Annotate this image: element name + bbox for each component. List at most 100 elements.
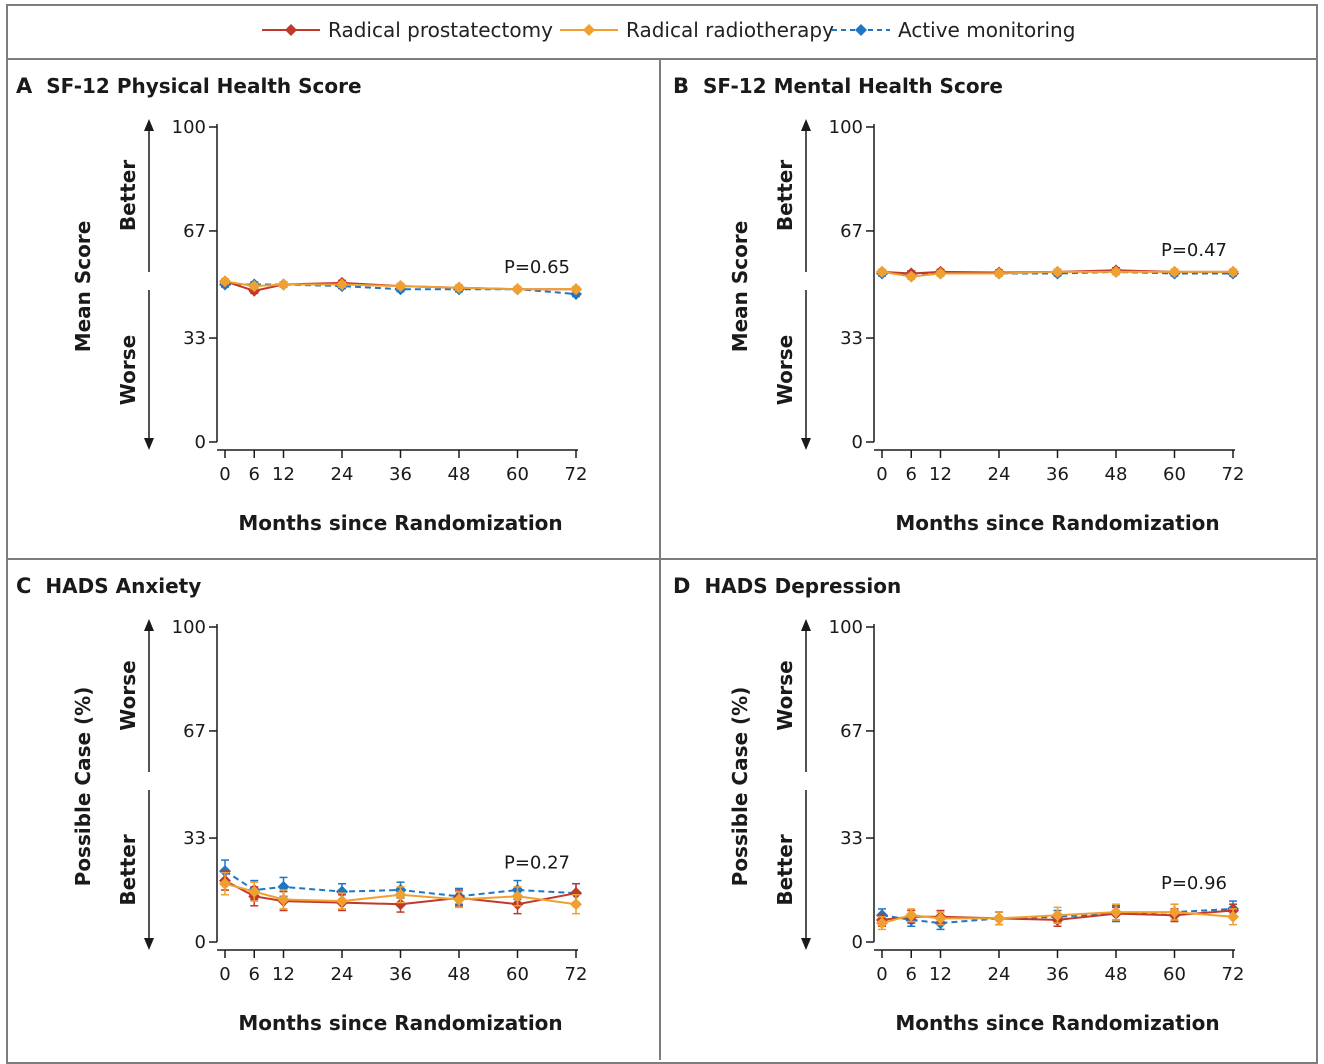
x-tick-label: 12	[272, 964, 295, 985]
data-point-radical-radiotherapy	[905, 909, 918, 922]
direction-label-bottom: Better	[116, 834, 140, 905]
data-point-radical-radiotherapy	[1227, 265, 1239, 278]
y-tick-label: 67	[183, 221, 206, 242]
panel-title: HADS Depression	[704, 574, 902, 598]
panel-c: C HADS Anxiety 0 33 67 100 0 6 12 24 36 48 60 72 Mon…	[8, 562, 658, 1057]
y-axis-title: Possible Case (%)	[71, 687, 95, 887]
y-tick-label: 0	[852, 432, 863, 453]
direction-label-top: Better	[773, 160, 797, 231]
panel-divider-horizontal	[8, 558, 1316, 560]
panel-letter: C	[16, 574, 32, 598]
arrow-up-icon	[801, 119, 811, 131]
data-point-radical-radiotherapy	[905, 270, 918, 283]
x-axis-title: Months since Randomization	[238, 1011, 562, 1035]
x-tick-label: 36	[1046, 464, 1069, 485]
legend-swatch-radical-radiotherapy	[560, 24, 618, 36]
x-tick-label: 12	[929, 964, 952, 985]
direction-label-bottom: Worse	[773, 335, 797, 405]
x-tick-label: 0	[219, 464, 230, 485]
data-point-radical-radiotherapy	[1168, 906, 1181, 919]
p-value-label: P=0.65	[504, 257, 570, 278]
legend: Radical prostatectomy Radical radiothera…	[8, 6, 1316, 60]
data-point-radical-radiotherapy	[876, 917, 888, 930]
x-tick-label: 60	[1163, 464, 1186, 485]
data-point-radical-radiotherapy	[993, 267, 1005, 280]
legend-swatch-radical-prostatectomy	[262, 24, 320, 36]
x-tick-label: 12	[929, 464, 952, 485]
data-point-radical-radiotherapy	[394, 280, 407, 293]
x-tick-label: 24	[331, 964, 354, 985]
p-value-label: P=0.47	[1161, 240, 1227, 261]
x-tick-label: 6	[906, 464, 917, 485]
panel-a-heading: A SF-12 Physical Health Score	[16, 74, 362, 98]
arrow-down-icon	[801, 438, 811, 450]
y-axis-title: Mean Score	[728, 221, 752, 353]
panel-letter: A	[16, 74, 33, 98]
arrow-down-icon	[144, 938, 154, 950]
legend-item-radical-prostatectomy: Radical prostatectomy	[262, 18, 553, 42]
x-tick-label: 36	[389, 464, 412, 485]
p-value-label: P=0.96	[1161, 873, 1227, 894]
data-point-radical-radiotherapy	[1051, 909, 1064, 922]
data-point-radical-radiotherapy	[511, 890, 524, 903]
x-tick-label: 0	[219, 964, 230, 985]
x-tick-label: 72	[1222, 964, 1245, 985]
data-point-radical-radiotherapy	[934, 267, 947, 280]
x-tick-label: 36	[389, 964, 412, 985]
panel-c-heading: C HADS Anxiety	[16, 574, 201, 598]
data-point-radical-radiotherapy	[1168, 265, 1181, 278]
x-tick-label: 48	[448, 964, 471, 985]
panel-b-heading: B SF-12 Mental Health Score	[673, 74, 1003, 98]
y-tick-label: 33	[183, 828, 206, 849]
panel-title: SF-12 Physical Health Score	[46, 74, 362, 98]
x-tick-label: 60	[506, 464, 529, 485]
x-tick-label: 0	[876, 964, 887, 985]
panel-b: B SF-12 Mental Health Score 0 33 67 100 0 6 12…	[665, 62, 1315, 557]
x-tick-label: 72	[565, 964, 588, 985]
direction-label-top: Worse	[116, 660, 140, 730]
panel-a: A SF-12 Physical Health Score 0 33 67 100 0 6…	[8, 62, 658, 557]
y-tick-label: 0	[195, 932, 206, 953]
y-tick-label: 67	[840, 721, 863, 742]
x-axis-title: Months since Randomization	[238, 511, 562, 535]
direction-label-bottom: Worse	[116, 335, 140, 405]
x-tick-label: 0	[876, 464, 887, 485]
direction-label-bottom: Better	[773, 834, 797, 905]
legend-label-radical-radiotherapy: Radical radiotherapy	[626, 18, 834, 42]
x-axis-title: Months since Randomization	[895, 511, 1219, 535]
data-point-radical-radiotherapy	[1110, 906, 1122, 919]
y-tick-label: 67	[840, 221, 863, 242]
legend-label-active-monitoring: Active monitoring	[898, 18, 1076, 42]
data-point-radical-radiotherapy	[993, 912, 1005, 925]
panel-d-heading: D HADS Depression	[673, 574, 901, 598]
x-tick-label: 24	[331, 464, 354, 485]
y-axis-title: Possible Case (%)	[728, 687, 752, 887]
data-point-radical-radiotherapy	[876, 265, 888, 278]
data-point-radical-prostatectomy	[570, 887, 582, 900]
x-tick-label: 6	[249, 964, 260, 985]
y-tick-label: 33	[183, 328, 206, 349]
legend-item-radical-radiotherapy: Radical radiotherapy	[560, 18, 834, 42]
data-point-radical-radiotherapy	[570, 898, 582, 911]
x-tick-label: 24	[988, 464, 1011, 485]
panel-letter: D	[673, 574, 691, 598]
arrow-up-icon	[144, 119, 154, 131]
y-tick-label: 0	[195, 432, 206, 453]
y-tick-label: 100	[172, 117, 206, 138]
x-axis-title: Months since Randomization	[895, 1011, 1219, 1035]
data-point-radical-radiotherapy	[934, 912, 947, 925]
panel-divider-vertical	[659, 60, 661, 1060]
x-tick-label: 60	[1163, 964, 1186, 985]
x-tick-label: 6	[249, 464, 260, 485]
x-tick-label: 24	[988, 964, 1011, 985]
series-line-active-monitoring	[224, 870, 577, 898]
data-point-radical-radiotherapy	[248, 280, 261, 293]
data-point-radical-radiotherapy	[1051, 265, 1064, 278]
direction-label-top: Better	[116, 160, 140, 231]
series-line-radical-radiotherapy	[224, 882, 577, 906]
x-tick-label: 60	[506, 964, 529, 985]
x-tick-label: 48	[1105, 964, 1128, 985]
